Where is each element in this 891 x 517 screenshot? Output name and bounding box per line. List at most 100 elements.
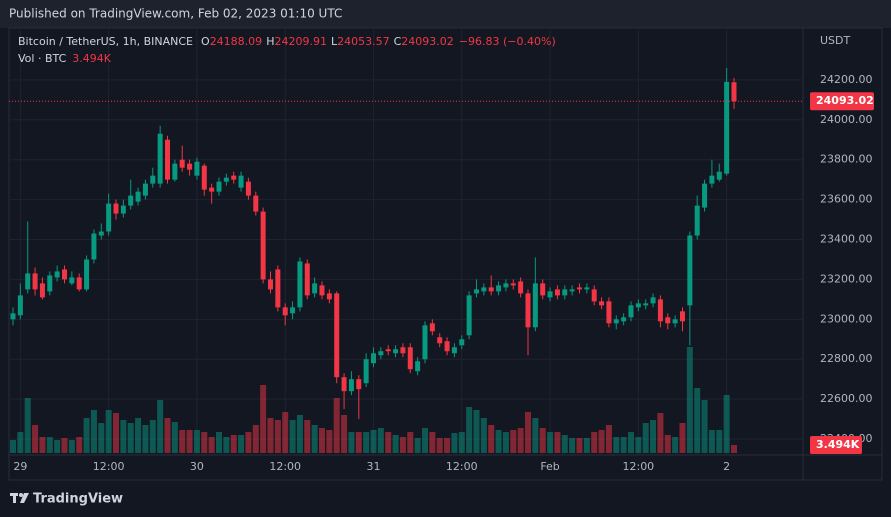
candle-body [724, 81, 730, 174]
volume-bar [230, 434, 237, 453]
x-tick-label: 29 [13, 460, 27, 473]
candle-body [54, 271, 60, 278]
x-tick-label: 31 [366, 460, 380, 473]
volume-bar [650, 420, 657, 453]
candle-body [606, 301, 612, 324]
logo [10, 493, 29, 503]
candle-body [341, 377, 347, 392]
y-tick-label: 23800.00 [820, 153, 873, 166]
volume-bar [730, 445, 737, 453]
volume-bar [90, 410, 97, 453]
candle-body [142, 183, 148, 196]
volume-bar [149, 420, 156, 453]
volume-bar [245, 431, 252, 453]
candle-body [547, 291, 553, 298]
candle-body [554, 289, 560, 296]
candle-body [643, 303, 649, 306]
candle-body [716, 171, 722, 180]
volume-bar [591, 431, 598, 453]
candle-body [326, 293, 332, 300]
candle-body [267, 279, 273, 290]
volume-bar [10, 440, 16, 453]
x-tick-label: 12:00 [446, 460, 478, 473]
volume-bar [120, 420, 127, 453]
volume-bar [429, 431, 436, 453]
candle-body [459, 339, 465, 346]
volume-bar [694, 387, 701, 453]
volume-bar [238, 434, 245, 453]
volume-bar [576, 437, 583, 453]
candle-body [25, 273, 31, 290]
candle-body [319, 285, 325, 296]
candle-body [312, 283, 318, 294]
volume-bar [61, 437, 68, 453]
candle-body [510, 283, 516, 286]
candle-body [69, 277, 75, 284]
volume-bar [672, 437, 679, 453]
volume-bar [135, 417, 142, 453]
y-tick-label: 23400.00 [820, 233, 873, 246]
candle-body [672, 319, 678, 324]
volume-bar [208, 437, 215, 453]
legend-ohlc: Bitcoin / TetherUS, 1h, BINANCE O24188.09… [18, 35, 556, 48]
y-tick-label: 24200.00 [820, 73, 873, 86]
candle-body [201, 165, 207, 190]
volume-bar [17, 431, 24, 453]
candle-body [47, 275, 53, 292]
volume-bar [598, 430, 605, 453]
volume-bar [399, 437, 406, 453]
volume-bar [480, 417, 487, 453]
volume-bar [488, 424, 495, 453]
candle-body [172, 163, 178, 180]
volume-bar [24, 397, 31, 453]
volume-bar [274, 420, 281, 453]
candle-body [415, 361, 421, 372]
candle-body [17, 295, 23, 316]
candle-body [694, 205, 700, 236]
candle-body [407, 347, 413, 370]
brand: TradingView [33, 492, 123, 507]
volume-bar [370, 430, 377, 453]
candle-body [621, 317, 627, 322]
candle-body [164, 139, 170, 180]
volume-bar [421, 427, 428, 453]
volume-bar [215, 431, 222, 453]
candle-body [444, 341, 450, 352]
candle-body [348, 379, 354, 392]
x-tick-label: 12:00 [269, 460, 301, 473]
candle-body [378, 351, 384, 356]
candle-body [702, 183, 708, 208]
volume-bar [392, 434, 399, 453]
candle-body [238, 175, 244, 188]
candle-body [282, 307, 288, 316]
candle-body [665, 317, 671, 324]
candle-body [599, 301, 605, 306]
last-price-tag [810, 92, 874, 111]
ohlc-letter: C [394, 35, 402, 48]
candle-body [731, 82, 737, 102]
candle-body [437, 337, 443, 344]
y-tick-label: 23000.00 [820, 312, 873, 325]
x-tick-label: 12:00 [622, 460, 654, 473]
volume-bar [186, 430, 193, 453]
candle-body [429, 323, 435, 332]
candle-body [113, 203, 119, 214]
volume-bar [341, 414, 348, 453]
candle-body [569, 289, 575, 292]
x-tick-label: 12:00 [93, 460, 125, 473]
candle-body [356, 379, 362, 390]
candle-body [393, 349, 399, 354]
volume-bar [414, 437, 421, 453]
candle-body [591, 289, 597, 302]
published: Published on TradingView.com, Feb 02, 20… [9, 7, 342, 21]
candle-body [400, 347, 406, 354]
volume-bar [716, 430, 723, 453]
candle-body [584, 287, 590, 290]
candle-body [84, 259, 90, 290]
candle-body [503, 283, 509, 288]
y-tick-label: 23200.00 [820, 272, 873, 285]
volume-bar [436, 437, 443, 453]
change: −96.83 (−0.40%) [459, 35, 556, 48]
